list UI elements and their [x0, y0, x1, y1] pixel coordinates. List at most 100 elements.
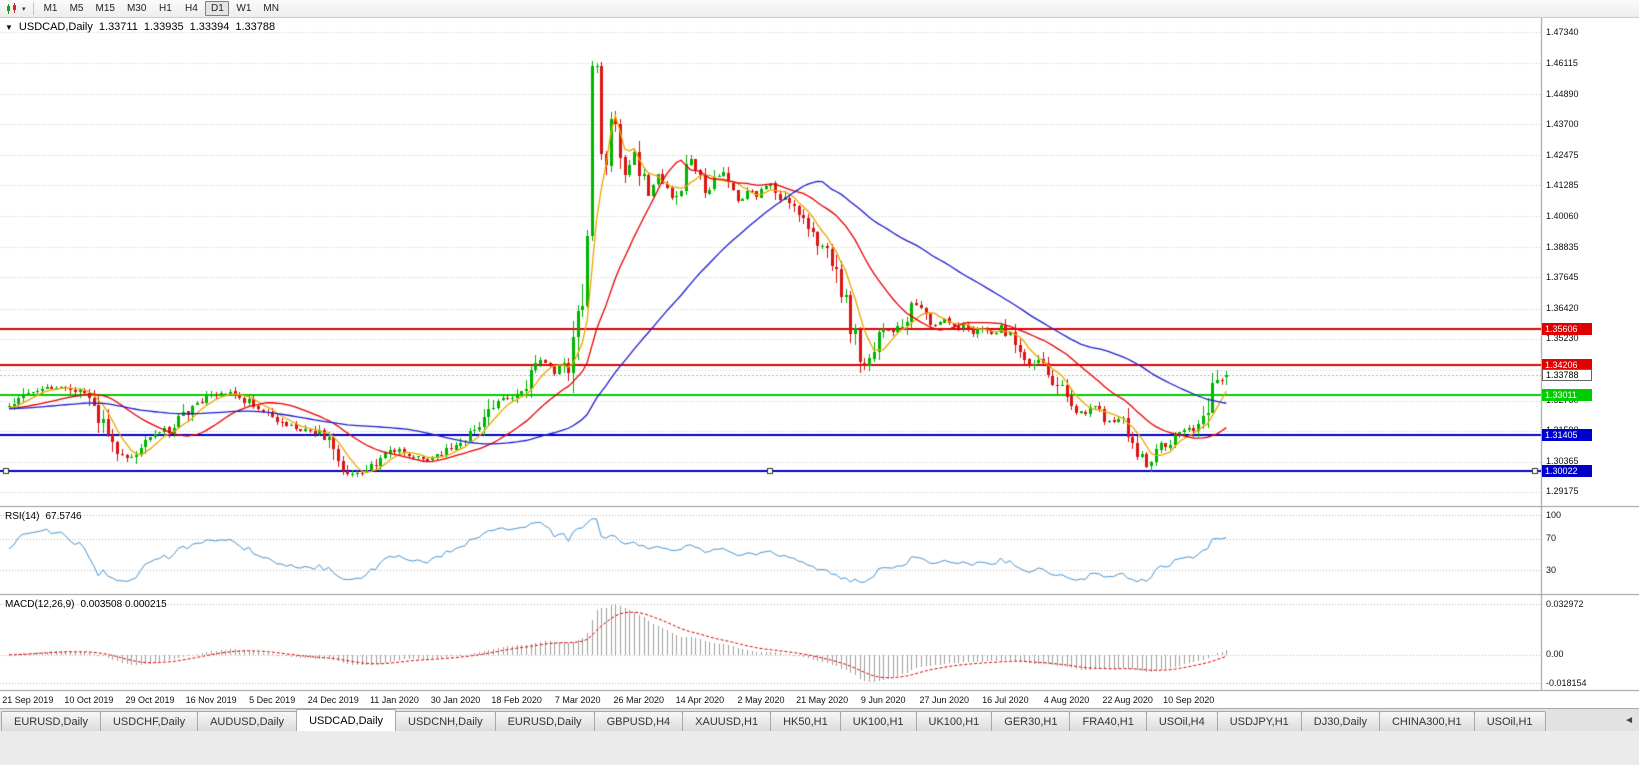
horizontal-line-price-tag[interactable]: 1.33011 [1542, 388, 1592, 401]
horizontal-line-price-tag[interactable]: 1.34206 [1542, 358, 1592, 371]
rsi-pane[interactable] [0, 508, 1541, 594]
price-axis-label: 1.36420 [1546, 303, 1579, 313]
price-axis-label: 1.37645 [1546, 271, 1579, 282]
date-axis-label: 22 Aug 2020 [1102, 695, 1153, 705]
date-axis-label: 24 Dec 2019 [307, 695, 359, 705]
tab-hk50-h1[interactable]: HK50,H1 [770, 711, 841, 731]
date-axis-label: 26 Mar 2020 [613, 695, 665, 705]
price-axis-label: 1.38835 [1546, 241, 1579, 252]
tab-ger30-h1[interactable]: GER30,H1 [991, 711, 1071, 731]
timeframe-button-mn[interactable]: MN [263, 3, 279, 14]
macd-pane[interactable] [0, 596, 1541, 690]
tab-dj30-daily[interactable]: DJ30,Daily [1300, 711, 1380, 731]
macd-axis-label: 0.00 [1546, 649, 1564, 660]
chart-window: ▼ USDCAD,Daily 1.33711 1.33935 1.33394 1… [0, 18, 1639, 708]
macd-values: 0.003508 0.000215 [80, 599, 167, 610]
rsi-axis-label: 70 [1546, 533, 1557, 544]
price-axis-label: 1.41285 [1546, 179, 1579, 190]
price-axis-label: 1.47340 [1546, 26, 1579, 37]
rsi-axis-label: 30 [1546, 564, 1557, 575]
date-axis-label: 11 Jan 2020 [369, 695, 419, 705]
ohlc-close: 1.33788 [235, 21, 276, 33]
timeframe-button-h4[interactable]: H4 [185, 3, 198, 14]
chart-tab-bar: EURUSD,Daily USDCHF,Daily AUDUSD,Daily USDC… [0, 708, 1639, 731]
tab-uk100-h1[interactable]: UK100,H1 [839, 711, 917, 731]
date-axis-label: 7 Mar 2020 [554, 695, 601, 705]
tab-usdcad-daily[interactable]: USDCAD,Daily [296, 709, 397, 731]
date-axis-label: 21 Sep 2019 [2, 695, 54, 705]
timeframe-button-m15[interactable]: M15 [95, 3, 115, 14]
macd-axis-label: -0.018154 [1546, 677, 1587, 688]
one-click-trading-toggle[interactable]: ▼ [5, 22, 13, 32]
date-axis-label: 27 Jun 2020 [919, 695, 970, 705]
candlestick-chart-icon [7, 2, 16, 14]
price-pane[interactable] [0, 18, 1541, 506]
date-axis-label: 10 Sep 2020 [1163, 695, 1215, 705]
price-axis-label: 1.43700 [1546, 118, 1579, 129]
chart-canvas [0, 18, 1639, 708]
chevron-down-icon: ▾ [22, 5, 26, 13]
toolbar: ▾ M1 M5 M15 M30 H1 H4 D1 W1 MN [0, 0, 1639, 18]
price-axis-label: 1.30365 [1546, 456, 1579, 467]
toolbar-separator [32, 2, 34, 15]
tab-uk100-h1[interactable]: UK100,H1 [915, 711, 993, 731]
horizontal-line-price-tag[interactable]: 1.31405 [1542, 429, 1592, 442]
macd-axis-label: 0.032972 [1546, 598, 1584, 609]
tab-fra40-h1[interactable]: FRA40,H1 [1069, 711, 1147, 731]
tab-eurusd-daily[interactable]: EURUSD,Daily [1, 711, 101, 731]
tab-gbpusd-h4[interactable]: GBPUSD,H4 [593, 711, 684, 731]
chart-tabs: EURUSD,Daily USDCHF,Daily AUDUSD,Daily USDC… [1, 709, 1546, 731]
ohlc-low: 1.33394 [189, 21, 230, 33]
timeframe-buttons: M1 M5 M15 M30 H1 H4 D1 W1 MN [38, 1, 285, 16]
pane-splitter[interactable] [0, 593, 1639, 596]
price-axis-label: 1.35230 [1546, 333, 1579, 344]
timeframe-button-w1[interactable]: W1 [236, 3, 252, 14]
date-axis-label: 5 Dec 2019 [249, 695, 296, 705]
price-axis-label: 1.29175 [1546, 486, 1579, 497]
ohlc-open: 1.33711 [98, 21, 138, 33]
date-axis-label: 16 Jul 2020 [982, 695, 1029, 705]
pane-splitter[interactable] [0, 505, 1639, 508]
status-bar [0, 731, 1639, 765]
price-axis-label: 1.46115 [1546, 57, 1578, 68]
date-axis-label: 9 Jun 2020 [860, 695, 906, 705]
horizontal-line-price-tag[interactable]: 1.35606 [1542, 323, 1592, 336]
last-price-tag: 1.33788 [1542, 369, 1592, 382]
chart-symbol-label: USDCAD,Daily [18, 21, 93, 33]
price-axis-label: 1.44890 [1546, 88, 1579, 99]
macd-name: MACD(12,26,9) [5, 599, 75, 610]
tab-scroll-left-button[interactable]: ◄ [1619, 709, 1639, 731]
tab-eurusd-daily[interactable]: EURUSD,Daily [494, 711, 595, 731]
tab-audusd-daily[interactable]: AUDUSD,Daily [197, 711, 298, 731]
rsi-indicator-label: RSI(14) 67.5746 [5, 511, 82, 522]
horizontal-line-price-tag[interactable]: 1.30022 [1542, 464, 1592, 477]
date-axis-label: 4 Aug 2020 [1043, 695, 1090, 705]
timeframe-button-m30[interactable]: M30 [126, 3, 147, 14]
tab-china300-h1[interactable]: CHINA300,H1 [1378, 711, 1475, 731]
date-axis-label: 18 Feb 2020 [491, 695, 542, 705]
ohlc-info: ▼ USDCAD,Daily 1.33711 1.33935 1.33394 1… [5, 21, 275, 33]
date-axis-label: 14 Apr 2020 [675, 695, 725, 705]
price-axis-label: 1.42475 [1546, 149, 1579, 160]
tab-xauusd-h1[interactable]: XAUUSD,H1 [682, 711, 772, 731]
rsi-name: RSI(14) [5, 511, 40, 522]
timeframe-button-m5[interactable]: M5 [69, 3, 84, 14]
chart-type-button[interactable]: ▾ [3, 1, 29, 17]
tab-usdchf-daily[interactable]: USDCHF,Daily [99, 711, 199, 731]
date-axis-label: 30 Jan 2020 [430, 695, 481, 705]
ohlc-high: 1.33935 [143, 21, 184, 33]
timeframe-button-m1[interactable]: M1 [43, 3, 58, 14]
tab-usoil-h1[interactable]: USOil,H1 [1473, 711, 1546, 731]
price-axis-label: 1.40060 [1546, 210, 1579, 221]
date-axis-label: 21 May 2020 [796, 695, 849, 705]
timeframe-button-h1[interactable]: H1 [159, 3, 172, 14]
tab-usdcnh-daily[interactable]: USDCNH,Daily [395, 711, 496, 731]
tab-usdjpy-h1[interactable]: USDJPY,H1 [1216, 711, 1302, 731]
date-axis-label: 10 Oct 2019 [64, 695, 114, 705]
rsi-axis-label: 100 [1546, 509, 1562, 520]
tab-usoil-h4[interactable]: USOil,H4 [1145, 711, 1218, 731]
rsi-value: 67.5746 [45, 511, 82, 522]
macd-indicator-label: MACD(12,26,9) 0.003508 0.000215 [5, 599, 167, 610]
date-axis-label: 29 Oct 2019 [125, 695, 175, 705]
timeframe-button-d1[interactable]: D1 [205, 1, 230, 16]
